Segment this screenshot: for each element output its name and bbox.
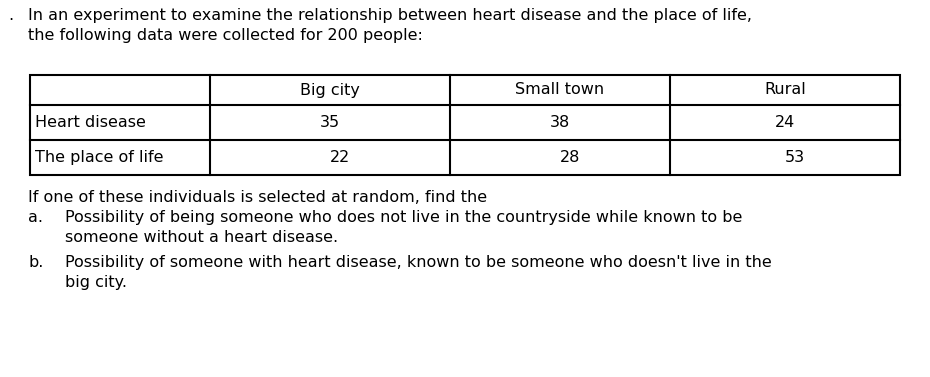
Text: 22: 22 [330,150,351,165]
Text: If one of these individuals is selected at random, find the: If one of these individuals is selected … [28,190,487,205]
Text: 28: 28 [560,150,580,165]
Text: .: . [8,8,13,23]
Text: 24: 24 [775,115,795,130]
Text: the following data were collected for 200 people:: the following data were collected for 20… [28,28,423,43]
Text: Small town: Small town [515,83,604,98]
Text: Rural: Rural [764,83,806,98]
Text: Possibility of someone with heart disease, known to be someone who doesn't live : Possibility of someone with heart diseas… [65,255,772,270]
Text: big city.: big city. [65,275,127,290]
Bar [30,75,900,175]
Text: b.: b. [28,255,44,270]
Text: Possibility of being someone who does not live in the countryside while known to: Possibility of being someone who does no… [65,210,742,225]
Text: 35: 35 [320,115,340,130]
Text: Heart disease: Heart disease [35,115,146,130]
Text: someone without a heart disease.: someone without a heart disease. [65,230,339,245]
Text: The place of life: The place of life [35,150,164,165]
Text: 38: 38 [550,115,570,130]
Text: In an experiment to examine the relationship between heart disease and the place: In an experiment to examine the relation… [28,8,752,23]
Text: Big city: Big city [300,83,360,98]
Text: a.: a. [28,210,43,225]
Text: 53: 53 [785,150,805,165]
